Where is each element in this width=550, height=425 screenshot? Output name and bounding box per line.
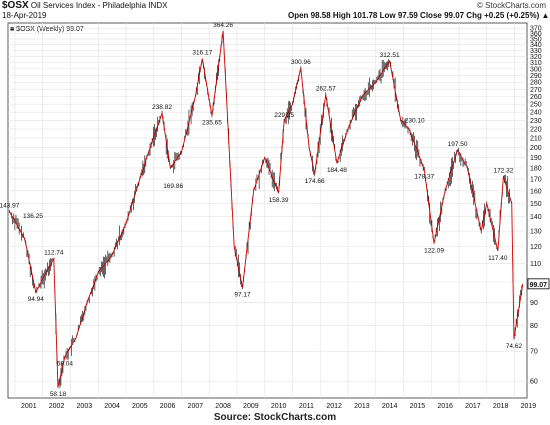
peak-annotation: 230.10: [405, 117, 425, 124]
x-tick-label: 2002: [49, 403, 65, 410]
x-tick-label: 2003: [77, 403, 93, 410]
peak-annotation: 172.32: [493, 167, 513, 174]
ohlc-readout: Open 98.58 High 101.78 Low 97.59 Close 9…: [288, 11, 550, 20]
y-tick-label: 170: [530, 177, 542, 184]
y-tick-label: 270: [530, 87, 542, 94]
x-tick-label: 2018: [493, 403, 509, 410]
peak-annotation: 68.04: [57, 361, 74, 368]
x-tick-label: 2013: [354, 403, 370, 410]
y-tick-label: 120: [530, 244, 542, 251]
y-tick-label: 200: [530, 145, 542, 152]
y-tick-label: 230: [530, 118, 542, 125]
chart-date: 18-Apr-2019: [2, 11, 47, 20]
y-tick-label: 370: [530, 26, 542, 33]
chart-symbol: $OSX: [2, 0, 29, 11]
chart-exchange: INDX: [148, 1, 168, 10]
y-tick-label: 220: [530, 127, 542, 134]
y-tick-label: 250: [530, 102, 542, 109]
peak-annotation: 316.17: [192, 50, 212, 57]
price-chart: ■ $OSX (Weekly) 99.07 3703603503403303203…: [0, 22, 550, 410]
y-tick-label: 190: [530, 155, 542, 162]
peak-annotation: 94.94: [28, 296, 45, 303]
y-tick-label: 80: [530, 323, 538, 330]
y-tick-label: 290: [530, 73, 542, 80]
peak-annotation: 169.86: [163, 183, 183, 190]
peak-annotation: 97.17: [234, 292, 251, 299]
y-tick-label: 150: [530, 201, 542, 208]
peak-annotation: 364.26: [213, 22, 233, 29]
y-tick-label: 210: [530, 136, 542, 143]
x-tick-label: 2017: [465, 403, 481, 410]
peak-annotation: 197.50: [448, 141, 468, 148]
y-tick-label: 160: [530, 188, 542, 195]
x-tick-label: 2008: [215, 403, 231, 410]
peak-annotation: 74.62: [506, 343, 523, 350]
y-tick-label: 70: [530, 349, 538, 356]
x-tick-label: 2004: [104, 403, 120, 410]
price-line: [8, 31, 524, 388]
peak-annotation: 262.57: [316, 86, 336, 93]
peak-annotation: 229.25: [274, 112, 294, 119]
watermark: © StockCharts.com: [476, 1, 546, 10]
x-tick-label: 2012: [326, 403, 342, 410]
y-tick-label: 110: [530, 261, 541, 268]
y-tick-label: 140: [530, 214, 542, 221]
x-tick-label: 2010: [271, 403, 287, 410]
y-tick-label: 310: [530, 60, 542, 67]
y-tick-label: 60: [530, 379, 538, 386]
source-caption: Source: StockCharts.com: [213, 412, 337, 423]
x-tick-label: 2007: [188, 403, 204, 410]
x-tick-label: 2011: [299, 403, 314, 410]
x-tick-label: 2006: [160, 403, 176, 410]
peak-annotation: 300.96: [291, 59, 311, 66]
y-tick-label: 280: [530, 80, 542, 87]
y-tick-label: 300: [530, 66, 542, 73]
peak-annotation: 158.39: [269, 197, 289, 204]
y-tick-label: 90: [530, 300, 538, 307]
y-tick-label: 350: [530, 36, 542, 43]
last-value-box: [527, 278, 550, 290]
peak-annotation: 58.18: [50, 391, 67, 398]
y-tick-label: 360: [530, 31, 542, 38]
peak-annotation: 178.37: [414, 174, 434, 181]
y-tick-label: 130: [530, 229, 542, 236]
y-tick-label: 340: [530, 42, 542, 49]
x-tick-label: 2014: [382, 403, 398, 410]
peak-annotation: 184.48: [327, 167, 347, 174]
legend-entry: ■ $OSX (Weekly) 99.07: [10, 26, 84, 33]
peak-annotation: 238.82: [152, 104, 172, 111]
y-tick-label: 320: [530, 54, 542, 61]
peak-annotation: 122.09: [424, 247, 444, 254]
y-tick-label: 240: [530, 110, 542, 117]
x-tick-label: 2015: [410, 403, 426, 410]
peak-annotation: 112.74: [44, 250, 64, 257]
y-tick-label: 330: [530, 48, 542, 55]
x-tick-label: 2016: [437, 403, 453, 410]
peak-annotation: 143.97: [0, 202, 20, 209]
last-value-label: 99.07: [530, 282, 548, 289]
peak-annotation: 174.66: [305, 178, 325, 185]
peak-annotation: 117.40: [488, 255, 508, 262]
chart-name: Oil Services Index - Philadelphia: [30, 1, 147, 10]
peak-annotation: 312.51: [380, 52, 400, 59]
x-tick-label: 2005: [132, 403, 148, 410]
peak-annotation: 136.25: [23, 213, 43, 220]
x-tick-label: 2019: [521, 403, 537, 410]
x-tick-label: 2009: [243, 403, 259, 410]
x-tick-label: 2001: [21, 403, 37, 410]
chart-title: $OSX Oil Services Index - Philadelphia I…: [2, 0, 168, 11]
y-tick-label: 260: [530, 94, 542, 101]
peak-annotation: 235.65: [202, 120, 222, 127]
y-tick-label: 180: [530, 165, 542, 172]
plot-area: [7, 22, 528, 399]
